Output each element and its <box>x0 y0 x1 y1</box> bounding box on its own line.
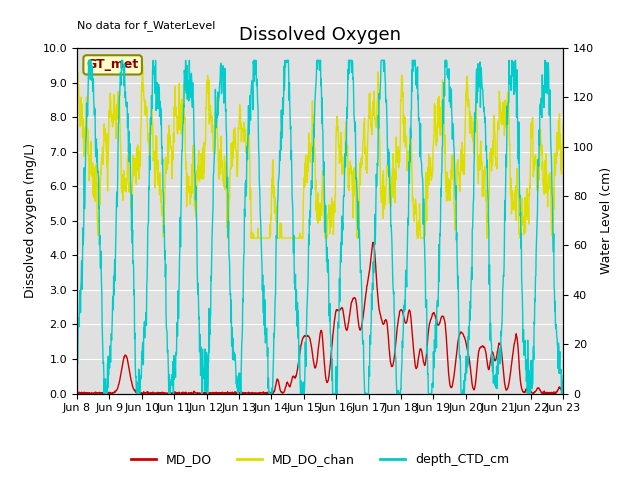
MD_DO_chan <box>236 111 244 117</box>
depth_CTD_cm <box>84 58 92 63</box>
Line: MD_DO_chan: MD_DO_chan <box>77 65 563 238</box>
depth_CTD_cm <box>170 353 178 359</box>
MD_DO <box>559 389 567 395</box>
depth_CTD_cm <box>236 371 244 376</box>
Line: depth_CTD_cm: depth_CTD_cm <box>77 60 563 394</box>
MD_DO <box>236 391 243 396</box>
Text: GT_met: GT_met <box>86 59 139 72</box>
MD_DO <box>73 390 81 396</box>
MD_DO <box>181 390 189 396</box>
MD_DO <box>396 309 403 314</box>
MD_DO_chan <box>138 62 146 68</box>
MD_DO <box>502 387 510 393</box>
depth_CTD_cm <box>460 387 467 393</box>
depth_CTD_cm <box>396 390 403 396</box>
MD_DO_chan <box>224 235 232 241</box>
MD_DO_chan <box>460 152 467 157</box>
MD_DO_chan <box>396 159 403 165</box>
depth_CTD_cm <box>182 58 189 63</box>
Line: MD_DO: MD_DO <box>77 242 563 394</box>
MD_DO <box>460 332 467 337</box>
Legend: MD_DO, MD_DO_chan, depth_CTD_cm: MD_DO, MD_DO_chan, depth_CTD_cm <box>126 448 514 471</box>
MD_DO <box>369 240 377 245</box>
Text: No data for f_WaterLevel: No data for f_WaterLevel <box>77 20 215 31</box>
MD_DO_chan <box>182 148 189 154</box>
MD_DO_chan <box>73 93 81 99</box>
MD_DO_chan <box>559 121 567 127</box>
MD_DO_chan <box>170 130 177 136</box>
depth_CTD_cm <box>73 372 81 378</box>
Y-axis label: Water Level (cm): Water Level (cm) <box>600 167 612 275</box>
MD_DO <box>242 391 250 396</box>
depth_CTD_cm <box>502 152 510 157</box>
Y-axis label: Dissolved oxygen (mg/L): Dissolved oxygen (mg/L) <box>24 143 37 299</box>
MD_DO <box>170 391 177 396</box>
MD_DO_chan <box>502 115 510 120</box>
depth_CTD_cm <box>100 391 108 396</box>
Title: Dissolved Oxygen: Dissolved Oxygen <box>239 25 401 44</box>
depth_CTD_cm <box>559 373 567 379</box>
